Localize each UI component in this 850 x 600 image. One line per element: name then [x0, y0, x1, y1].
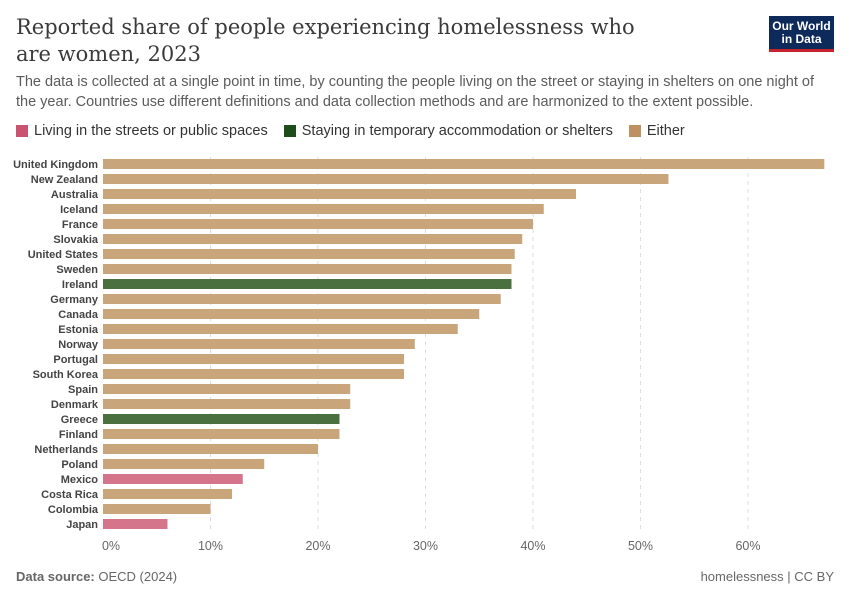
x-tick-label: 20% — [305, 539, 330, 553]
chart-subtitle: The data is collected at a single point … — [16, 74, 814, 110]
legend-label: Living in the streets or public spaces — [34, 123, 268, 139]
category-label: Iceland — [60, 204, 98, 216]
category-label: New Zealand — [31, 174, 98, 186]
x-tick-label: 60% — [735, 539, 760, 553]
bar — [103, 519, 168, 529]
category-label: Poland — [61, 459, 98, 471]
owid-logo[interactable]: Our World in Data — [769, 16, 834, 52]
x-tick-label: 40% — [520, 539, 545, 553]
category-label: Finland — [59, 429, 98, 441]
legend-item-streets[interactable]: Living in the streets or public spaces — [16, 123, 268, 139]
chart-title: Reported share of people experiencing ho… — [16, 15, 635, 66]
category-label: Germany — [50, 294, 99, 306]
bar — [103, 309, 480, 319]
bar — [103, 264, 512, 274]
bar — [103, 159, 825, 169]
category-label: Norway — [58, 339, 99, 351]
source-label: Data source: — [16, 569, 95, 584]
bar — [103, 504, 211, 514]
category-label: Japan — [66, 519, 98, 531]
bar — [103, 459, 265, 469]
bar — [103, 444, 318, 454]
category-label: United States — [28, 249, 98, 261]
footer-license[interactable]: homelessness | CC BY — [700, 569, 834, 584]
legend-label: Either — [646, 123, 685, 139]
bar — [103, 234, 523, 244]
bar — [103, 174, 669, 184]
category-label: Slovakia — [53, 234, 99, 246]
x-tick-label: 0% — [102, 539, 120, 553]
bar — [103, 414, 340, 424]
bar — [103, 489, 232, 499]
category-label: Spain — [68, 384, 98, 396]
legend-swatch — [628, 125, 641, 137]
category-label: United Kingdom — [13, 159, 98, 171]
category-label: Sweden — [56, 264, 98, 276]
legend-label: Staying in temporary accommodation or sh… — [301, 123, 613, 139]
legend-item-either[interactable]: Either — [628, 123, 685, 139]
legend-item-shelters[interactable]: Staying in temporary accommodation or sh… — [283, 123, 613, 139]
legend: Living in the streets or public spaces S… — [16, 123, 685, 139]
category-label: Mexico — [61, 474, 99, 486]
category-label: Australia — [51, 189, 99, 201]
category-label: Estonia — [58, 324, 99, 336]
category-label: France — [62, 219, 98, 231]
category-label: Netherlands — [34, 444, 98, 456]
category-label: Canada — [58, 309, 99, 321]
bar — [103, 369, 404, 379]
bar — [103, 354, 404, 364]
bar — [103, 294, 501, 304]
bar — [103, 474, 243, 484]
category-label: Portugal — [53, 354, 98, 366]
legend-swatch — [283, 125, 296, 137]
bar — [103, 204, 544, 214]
data-source: Data source: OECD (2024) — [16, 569, 177, 584]
bar — [103, 249, 515, 259]
category-label: Ireland — [62, 279, 98, 291]
bar — [103, 324, 458, 334]
bar — [103, 219, 533, 229]
bar — [103, 399, 351, 409]
bar — [103, 339, 415, 349]
category-label: South Korea — [33, 369, 99, 381]
bar — [103, 384, 351, 394]
bar — [103, 279, 512, 289]
legend-swatch — [16, 125, 28, 137]
x-tick-label: 30% — [413, 539, 438, 553]
x-tick-label: 50% — [628, 539, 653, 553]
bar — [103, 429, 340, 439]
category-label: Denmark — [51, 399, 99, 411]
category-label: Colombia — [48, 504, 99, 516]
source-link[interactable]: OECD (2024) — [98, 569, 178, 584]
category-label: Costa Rica — [41, 489, 99, 501]
bar — [103, 189, 576, 199]
x-tick-label: 10% — [198, 539, 223, 553]
category-label: Greece — [61, 414, 98, 426]
